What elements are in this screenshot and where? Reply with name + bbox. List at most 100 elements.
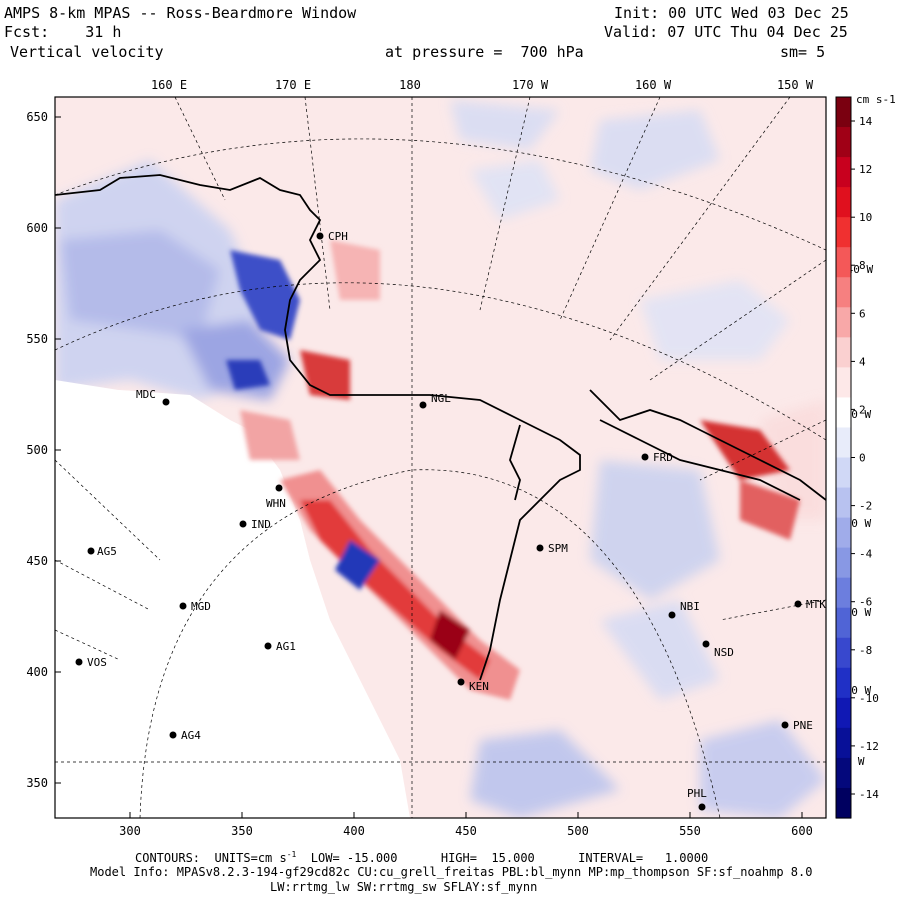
colorbar-swatch [836, 187, 851, 218]
colorbar-swatch [836, 697, 851, 729]
station-marker [698, 803, 706, 811]
colorbar-swatch [836, 457, 851, 489]
station-marker [179, 602, 187, 610]
top-label-180: 180 [399, 78, 421, 92]
station-label: NGL [431, 392, 451, 405]
colorbar-swatch [836, 127, 851, 158]
colorbar-swatch [836, 97, 851, 128]
station-marker [668, 611, 676, 619]
station-marker [162, 398, 170, 406]
station-phl: PHL [687, 787, 707, 811]
forecast-hour: Fcst: 31 h [4, 23, 121, 41]
station-label: MGD [191, 600, 211, 613]
stations: CPH MDC NGL FRD WHN IND AG5 SPM MGD AG1 … [75, 230, 826, 811]
station-mtk: MTK [794, 598, 826, 611]
station-frd: FRD [641, 451, 673, 464]
top-label-160e: 160 E [151, 78, 187, 92]
valid-time: Valid: 07 UTC Thu 04 Dec 25 [604, 23, 848, 41]
station-marker [781, 721, 789, 729]
station-mgd: MGD [179, 600, 211, 613]
colorbar-swatch [836, 757, 851, 789]
bottom-axis-labels: 300 350 400 450 500 550 600 [119, 824, 813, 838]
colorbar-swatch [836, 247, 851, 278]
station-ngl: NGL [419, 392, 451, 409]
plot-title: AMPS 8-km MPAS -- Ross-Beardmore Window [4, 4, 357, 22]
top-label-170e: 170 E [275, 78, 311, 92]
colorbar-label: -12 [859, 740, 879, 753]
bottom-label-450: 450 [455, 824, 477, 838]
station-marker [239, 520, 247, 528]
left-axis-labels: 650 600 550 500 450 400 350 [26, 110, 48, 790]
contour-units-sup: -1 [286, 850, 297, 859]
model-info-physics: LW:rrtmg_lw SW:rrtmg_sw SFLAY:sf_mynn [270, 880, 538, 894]
colorbar-label: 6 [859, 307, 866, 320]
colorbar-units: cm s-1 [856, 93, 896, 106]
bottom-label-550: 550 [679, 824, 701, 838]
station-vos: VOS [75, 656, 107, 669]
bottom-label-400: 400 [343, 824, 365, 838]
station-label: NBI [680, 600, 700, 613]
pressure-level: at pressure = 700 hPa [385, 43, 584, 61]
left-label-350: 350 [26, 776, 48, 790]
station-label: AG5 [97, 545, 117, 558]
station-label: WHN [266, 497, 286, 510]
left-label-550: 550 [26, 332, 48, 346]
fcst-label: Fcst: [4, 23, 50, 41]
station-label: KEN [469, 680, 489, 693]
station-whn: WHN [266, 484, 286, 510]
station-label: CPH [328, 230, 348, 243]
station-label: FRD [653, 451, 673, 464]
station-nbi: NBI [668, 600, 700, 619]
colorbar-label: 2 [859, 403, 866, 416]
top-label-160w: 160 W [635, 78, 672, 92]
colorbar-swatch [836, 547, 851, 579]
station-marker [794, 600, 802, 608]
station-marker [457, 678, 465, 686]
station-label: AG1 [276, 640, 296, 653]
station-marker [275, 484, 283, 492]
station-label: MTK [806, 598, 826, 611]
colorbar-swatch [836, 307, 851, 338]
station-ag4: AG4 [169, 729, 201, 742]
smoothing: sm= 5 [780, 43, 826, 61]
colorbar-swatch [836, 727, 851, 759]
station-label: VOS [87, 656, 107, 669]
station-marker [316, 232, 324, 240]
colorbar-swatch [836, 427, 851, 459]
field-name: Vertical velocity [10, 43, 164, 61]
colorbar-label: -8 [859, 644, 872, 657]
bottom-label-350: 350 [231, 824, 253, 838]
left-label-400: 400 [26, 665, 48, 679]
station-label: PHL [687, 787, 707, 800]
bottom-label-300: 300 [119, 824, 141, 838]
station-ag5: AG5 [87, 545, 117, 558]
colorbar-swatch [836, 607, 851, 639]
station-pne: PNE [781, 719, 813, 732]
colorbar-swatch [836, 277, 851, 308]
colorbar-swatch [836, 577, 851, 609]
left-label-650: 650 [26, 110, 48, 124]
init-time: Init: 00 UTC Wed 03 Dec 25 [614, 4, 849, 22]
colorbar-label: -10 [859, 692, 879, 705]
colorbar-swatch [836, 397, 851, 429]
colorbar-swatch [836, 157, 851, 188]
colorbar-swatch [836, 667, 851, 699]
bottom-label-500: 500 [567, 824, 589, 838]
station-label: SPM [548, 542, 568, 555]
station-label: MDC [136, 388, 156, 401]
colorbar-swatch [836, 787, 851, 819]
colorbar-label: -4 [859, 548, 873, 561]
station-label: NSD [714, 646, 734, 659]
bottom-label-600: 600 [791, 824, 813, 838]
left-label-600: 600 [26, 221, 48, 235]
top-label-170w: 170 W [512, 78, 549, 92]
graticule [55, 97, 826, 818]
left-label-500: 500 [26, 443, 48, 457]
colorbar-label: 14 [859, 115, 873, 128]
station-spm: SPM [536, 542, 568, 555]
colorbar-swatch [836, 217, 851, 248]
station-marker [87, 547, 95, 555]
station-nsd: NSD [702, 640, 734, 659]
station-marker [702, 640, 710, 648]
